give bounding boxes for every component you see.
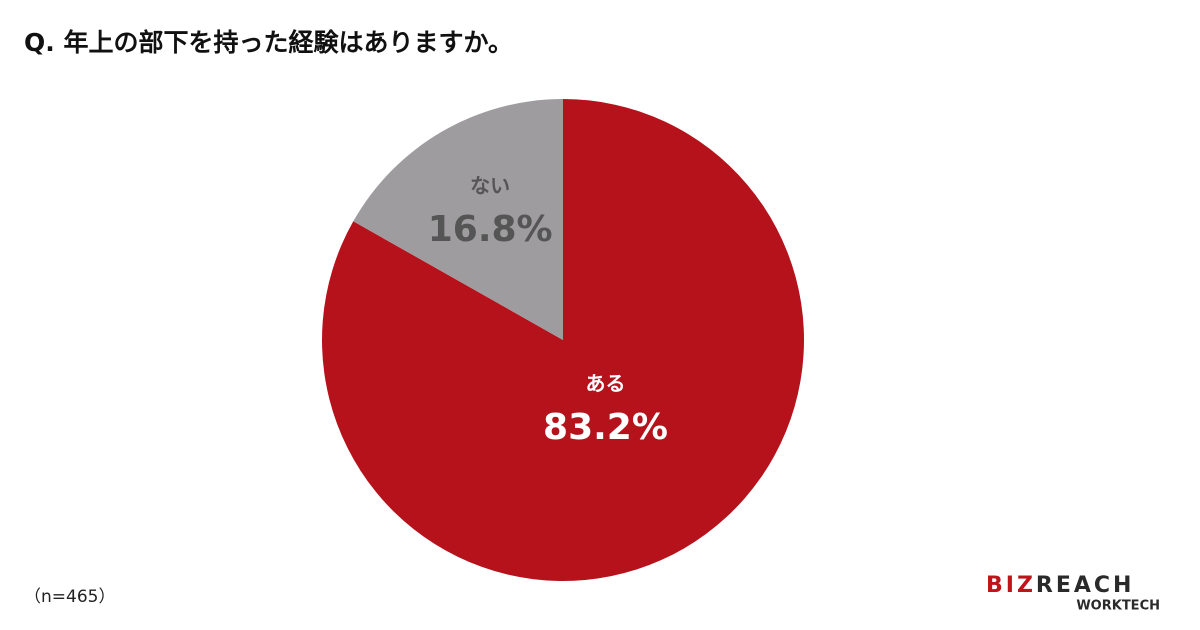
slice-value-label: 83.2% (543, 407, 668, 448)
sample-note: （n=465） (24, 587, 115, 607)
brand-part: REACH (1036, 573, 1135, 598)
slice-label: ある (585, 371, 625, 395)
pie-slice (353, 99, 563, 340)
chart-title: Q. 年上の部下を持った経験はありますか。 (24, 28, 513, 57)
brand-name: BIZREACH (986, 573, 1134, 598)
brand-part: BIZ (986, 573, 1036, 598)
brand-logo: BIZREACH WORKTECH (986, 573, 1160, 614)
brand-sub: WORKTECH (1076, 599, 1160, 614)
slice-label: ない (470, 174, 510, 198)
slice-value-label: 16.8% (428, 209, 553, 250)
